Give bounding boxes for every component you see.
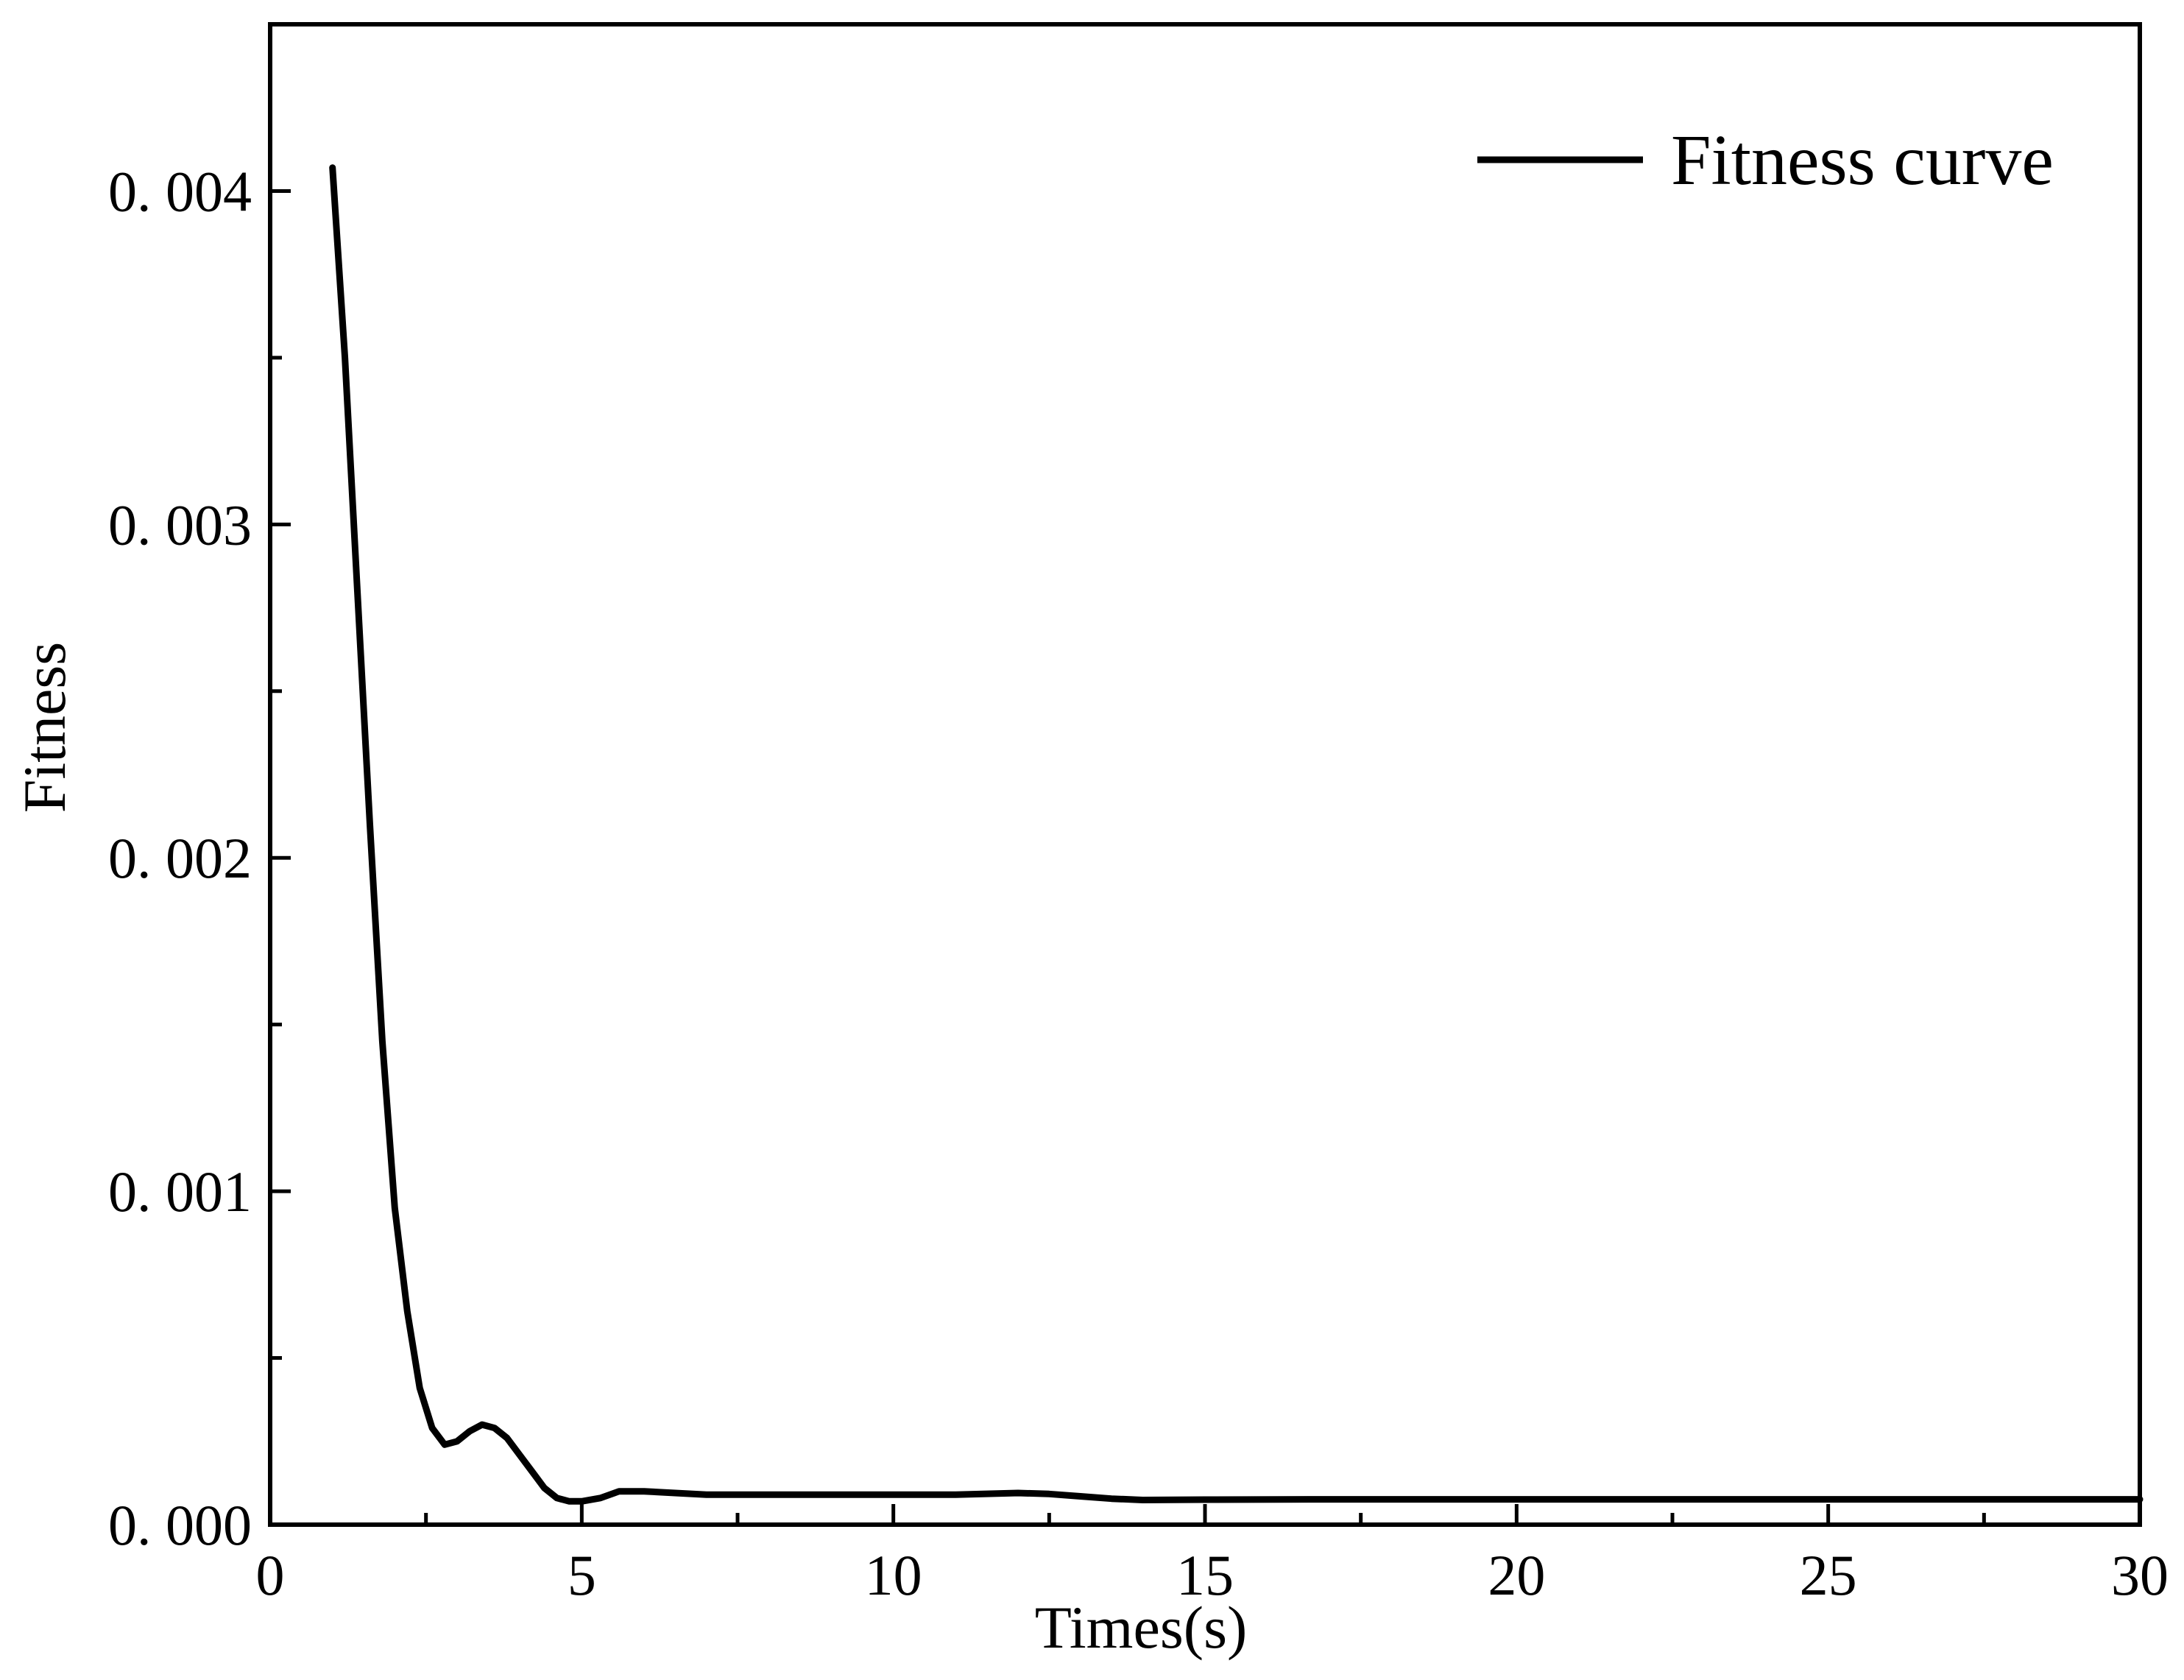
x-tick-label: 30 bbox=[2111, 1543, 2169, 1607]
y-tick-label: 0. 003 bbox=[108, 493, 252, 557]
x-tick-label: 25 bbox=[1800, 1543, 1857, 1607]
y-tick-label: 0. 002 bbox=[108, 826, 252, 890]
fitness-curve-line bbox=[329, 164, 2144, 1505]
x-tick-label: 10 bbox=[865, 1543, 922, 1607]
y-tick-label: 0. 000 bbox=[108, 1493, 252, 1557]
y-tick-label: 0. 004 bbox=[108, 159, 252, 223]
x-tick-label: 15 bbox=[1176, 1543, 1234, 1607]
x-tick-label: 0 bbox=[256, 1543, 285, 1607]
x-tick-label: 5 bbox=[568, 1543, 596, 1607]
y-axis-ticks: 0. 000 0. 001 0. 002 0. 003 0. 004 bbox=[108, 159, 291, 1557]
y-axis-label: Fitness bbox=[11, 642, 78, 813]
y-tick-label: 0. 001 bbox=[108, 1160, 252, 1224]
legend-label: Fitness curve bbox=[1671, 121, 2054, 200]
x-axis-label: Times(s) bbox=[1035, 1594, 1248, 1661]
legend: Fitness curve bbox=[1477, 121, 2054, 200]
x-axis-ticks: 0 5 10 15 20 25 30 bbox=[256, 1504, 2169, 1607]
x-tick-label: 20 bbox=[1488, 1543, 1545, 1607]
